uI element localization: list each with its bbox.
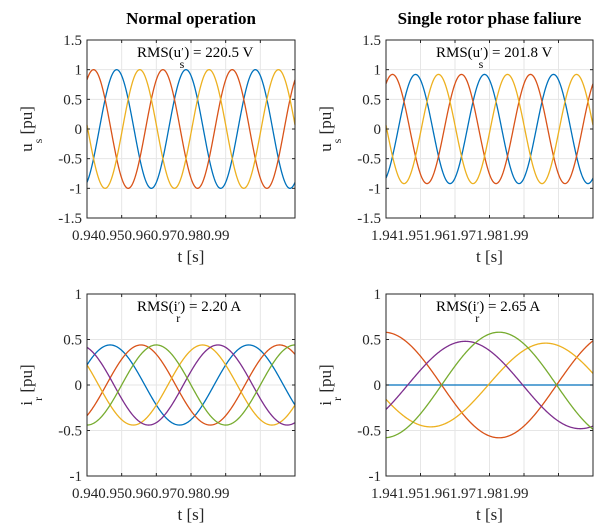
- series-group: [86, 344, 296, 426]
- y-tick-label: 1: [374, 63, 382, 79]
- series-line-5: [385, 331, 594, 439]
- y-tick-label: 1: [75, 63, 83, 79]
- y-label-unit: [pu]: [316, 364, 335, 397]
- annotation-suffix: ) = 201.8 V: [483, 45, 552, 61]
- series-group: [385, 331, 594, 439]
- series-line-3: [86, 69, 296, 189]
- series-line-3: [385, 342, 594, 428]
- x-axis-label: t [s]: [476, 247, 503, 266]
- annotation-prefix: RMS(i: [137, 299, 178, 315]
- x-tick-labels: 0.940.950.960.970.980.99: [72, 228, 230, 244]
- y-tick-label: -1: [369, 181, 382, 197]
- y-label-subscript: r: [330, 397, 344, 401]
- y-label-main: i: [17, 401, 36, 406]
- y-tick-label: -0.5: [357, 152, 381, 168]
- annotation-prefix: RMS(u: [436, 45, 481, 61]
- prime-mark: ′: [480, 46, 482, 58]
- y-tick-label: 0: [374, 122, 382, 138]
- y-label-subscript: s: [31, 138, 45, 143]
- annotation-subscript: s: [180, 57, 185, 71]
- y-tick-label: 0: [75, 378, 83, 394]
- series-line-3: [86, 344, 296, 426]
- panel-2: 1.5 1 0.5 0 -0.5 -1 -1.51.941.951.961.971.981.…: [316, 9, 594, 266]
- y-label-unit: [pu]: [17, 364, 36, 397]
- x-tick-labels: 1.941.951.961.971.981.99: [371, 486, 529, 502]
- y-tick-label: -1: [70, 469, 83, 485]
- y-tick-label: 1.5: [63, 33, 82, 49]
- annotation-prefix: RMS(u: [137, 45, 182, 61]
- panel-3: 1 0.5 0 -0.5 -10.940.950.960.970.980.99 t [s]…: [17, 287, 296, 524]
- y-tick-label: -1.5: [357, 211, 381, 227]
- y-axis-label: us [pu]: [17, 106, 45, 152]
- y-tick-label: 1.5: [362, 33, 381, 49]
- grid: [87, 40, 295, 218]
- series-line-2: [86, 69, 296, 189]
- y-axis-label: ir [pu]: [316, 364, 344, 405]
- y-axis-label: ir [pu]: [17, 364, 45, 405]
- y-tick-label: 1: [75, 287, 83, 303]
- y-label-unit: [pu]: [316, 106, 335, 139]
- y-tick-label: 0: [374, 378, 382, 394]
- annotation-prefix: RMS(i: [436, 299, 477, 315]
- y-tick-label: 0: [75, 122, 83, 138]
- y-tick-label: -0.5: [58, 424, 82, 440]
- y-label-unit: [pu]: [17, 106, 36, 139]
- series-line-4: [86, 344, 296, 426]
- series-line-1: [86, 344, 296, 426]
- series-line-5: [86, 344, 296, 426]
- y-tick-label: -1: [369, 469, 382, 485]
- rms-annotation: RMS(u′ s) = 201.8 V: [436, 45, 552, 71]
- rms-annotation: RMS(i′ r) = 2.20 A: [137, 299, 241, 325]
- y-label-subscript: r: [31, 397, 45, 401]
- annotation-suffix: ) = 2.20 A: [180, 299, 241, 315]
- chart-title: Normal operation: [126, 9, 256, 28]
- series-line-4: [385, 340, 594, 430]
- x-tick-labels: 1.941.951.961.971.981.99: [371, 228, 529, 244]
- y-label-main: u: [316, 143, 335, 152]
- y-tick-label: -0.5: [58, 152, 82, 168]
- x-axis-label: t [s]: [476, 505, 503, 524]
- y-label-main: u: [17, 143, 36, 152]
- series-group: [385, 73, 594, 185]
- y-axis-label: us [pu]: [316, 106, 344, 152]
- prime-mark: ′: [477, 300, 479, 312]
- y-tick-label: 0.5: [362, 333, 381, 349]
- y-tick-label: 0.5: [362, 92, 381, 108]
- y-tick-label: -1: [70, 181, 83, 197]
- grid: [386, 40, 593, 218]
- panel-1: 1.5 1 0.5 0 -0.5 -1 -1.50.940.950.960.970.980.…: [17, 9, 296, 266]
- series-line-2: [86, 344, 296, 426]
- x-axis-label: t [s]: [178, 505, 205, 524]
- chart-title: Single rotor phase faliure: [398, 9, 582, 28]
- series-line-1: [86, 69, 296, 189]
- annotation-suffix: ) = 2.65 A: [479, 299, 540, 315]
- prime-mark: ′: [181, 46, 183, 58]
- rms-annotation: RMS(i′ r) = 2.65 A: [436, 299, 540, 325]
- panel-4: 1 0.5 0 -0.5 -11.941.951.961.971.981.99 t [s]…: [316, 287, 594, 524]
- annotation-subscript: r: [176, 311, 180, 325]
- y-tick-label: 0.5: [63, 333, 82, 349]
- y-tick-label: -1.5: [58, 211, 82, 227]
- annotation-subscript: r: [475, 311, 479, 325]
- prime-mark: ′: [178, 300, 180, 312]
- x-axis-label: t [s]: [178, 247, 205, 266]
- series-line-2: [385, 73, 594, 185]
- y-tick-label: 0.5: [63, 92, 82, 108]
- y-tick-label: 1: [374, 287, 382, 303]
- annotation-suffix: ) = 220.5 V: [184, 45, 253, 61]
- series-line-1: [385, 73, 594, 185]
- series-group: [86, 69, 296, 189]
- y-tick-label: -0.5: [357, 424, 381, 440]
- y-label-main: i: [316, 401, 335, 406]
- x-tick-labels: 0.940.950.960.970.980.99: [72, 486, 230, 502]
- rms-annotation: RMS(u′ s) = 220.5 V: [137, 45, 253, 71]
- y-label-subscript: s: [330, 138, 344, 143]
- series-line-3: [385, 73, 594, 185]
- series-line-2: [385, 331, 594, 439]
- annotation-subscript: s: [479, 57, 484, 71]
